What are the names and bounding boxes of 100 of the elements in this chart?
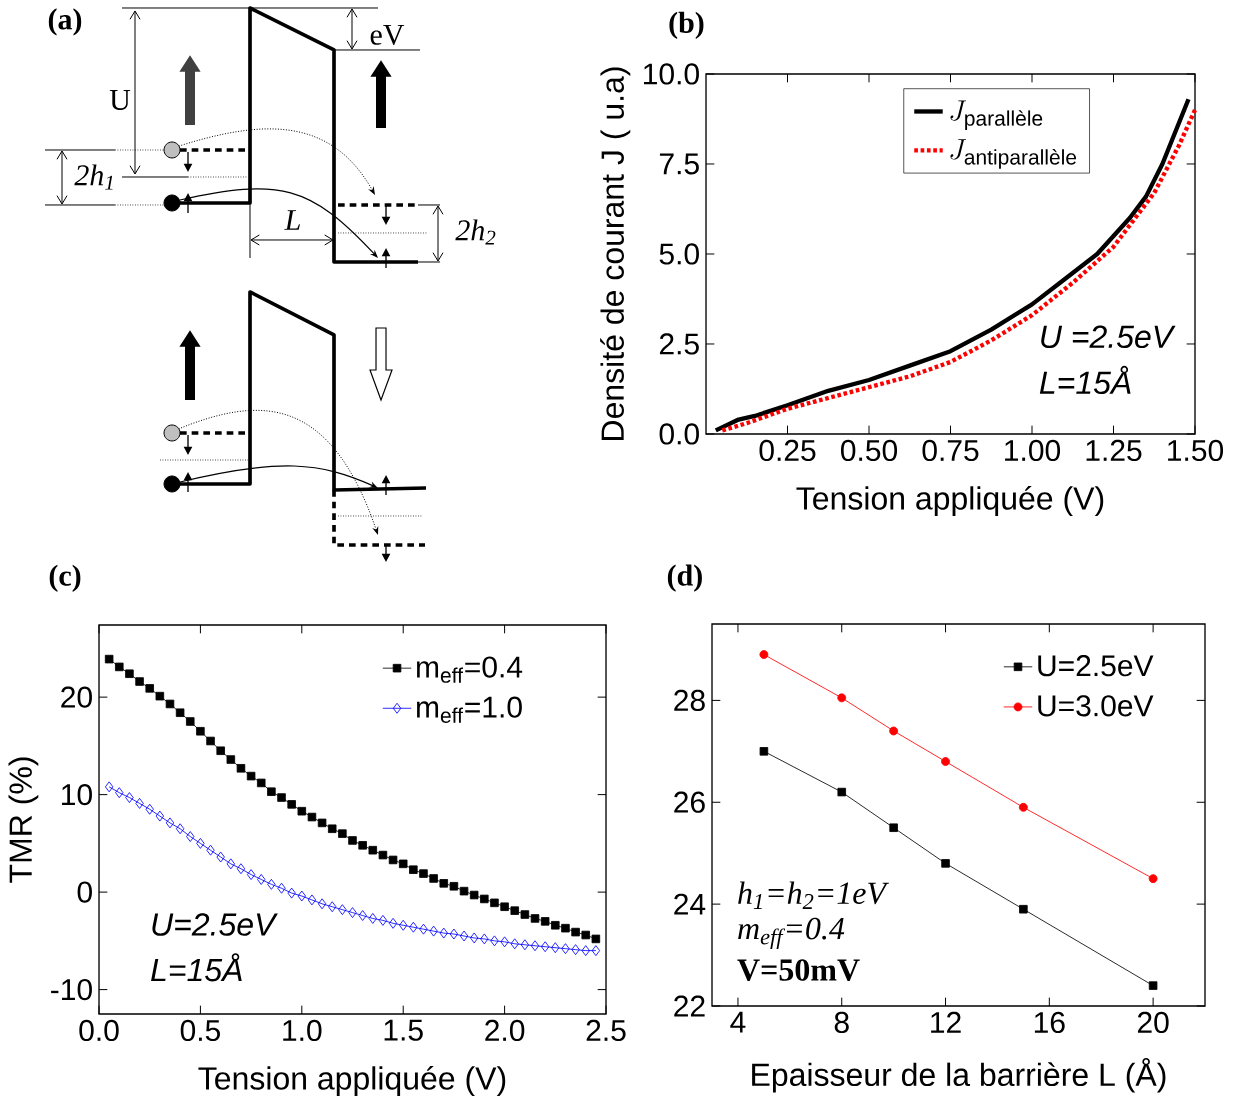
legend-label: m$_{eff}$=1.0 — [417, 696, 522, 723]
point — [540, 917, 550, 926]
point — [358, 910, 367, 921]
point — [1148, 874, 1158, 884]
annotation: V=50mV — [737, 959, 860, 981]
point — [226, 755, 236, 764]
point — [429, 925, 438, 937]
point — [317, 818, 327, 828]
x-tick-label: 2.0 — [485, 1019, 525, 1042]
point — [307, 894, 317, 906]
point — [459, 886, 469, 896]
point — [398, 859, 408, 869]
legend-label: $J_{\text{antiparallèle}}$ — [950, 139, 1077, 169]
point — [520, 939, 530, 951]
point — [399, 919, 408, 931]
y-tick-label: 20 — [61, 686, 92, 708]
point — [419, 869, 428, 878]
point — [388, 917, 398, 929]
point — [837, 693, 847, 703]
y-tick-label: 0.0 — [659, 423, 699, 445]
point — [125, 792, 134, 803]
x-tick-label: 16 — [1034, 1011, 1065, 1034]
point — [837, 787, 846, 797]
x-tick-label: 1.25 — [1086, 439, 1142, 462]
annotation: m$_{eff}$=0.4 — [738, 917, 845, 950]
point — [889, 726, 899, 736]
annotation: L=15Å — [151, 953, 242, 982]
annotation: U=2.5eV — [152, 913, 278, 936]
point — [155, 810, 165, 822]
point — [165, 699, 175, 709]
point — [1019, 904, 1028, 914]
point — [459, 930, 469, 942]
point — [145, 803, 154, 815]
annotation: L=15Å — [1039, 365, 1131, 395]
point — [186, 717, 195, 726]
point — [104, 781, 114, 793]
point — [480, 933, 489, 945]
y-tick-label: 10 — [62, 783, 92, 806]
point — [941, 757, 950, 766]
x-axis-title: Epaisseur de la barrière L (Å) — [752, 1057, 1166, 1093]
point — [378, 850, 388, 860]
point — [104, 654, 114, 664]
x-tick-label: 2.5 — [586, 1019, 626, 1042]
point — [581, 945, 590, 957]
text: 2h$_{2}$ — [455, 219, 496, 245]
chart-title: (d) — [667, 564, 702, 592]
x-tick-label: 0.0 — [79, 1019, 119, 1042]
point — [246, 771, 256, 781]
point — [591, 945, 601, 957]
y-tick-label: 5.0 — [659, 243, 699, 265]
y-tick-label: 10.0 — [644, 63, 699, 85]
point — [530, 914, 540, 923]
point — [520, 910, 530, 919]
x-tick-label: 1.50 — [1168, 439, 1224, 462]
text: eV — [370, 24, 405, 46]
point — [317, 898, 327, 910]
y-axis-title: Densité de courant J ( u.a) — [600, 67, 631, 440]
point — [358, 841, 367, 850]
point — [510, 938, 519, 950]
y-tick-label: 26 — [674, 791, 705, 813]
text: 2h$_{1}$ — [74, 164, 113, 190]
point — [145, 684, 154, 693]
x-tick-label: 1.0 — [283, 1019, 322, 1042]
point — [378, 914, 388, 926]
x-tick-label: 1.5 — [384, 1019, 423, 1041]
point — [297, 890, 306, 902]
point — [561, 943, 570, 955]
point — [287, 887, 296, 899]
point — [490, 935, 499, 947]
point — [135, 677, 144, 686]
text: U — [109, 90, 131, 110]
point — [889, 823, 898, 832]
x-tick-label: 20 — [1137, 1011, 1169, 1034]
y-tick-label: -10 — [51, 978, 92, 1001]
x-tick-label: 0.5 — [180, 1019, 220, 1042]
point — [561, 923, 570, 933]
point — [257, 874, 266, 885]
y-tick-label: 2.5 — [659, 333, 699, 355]
x-tick-label: 8 — [834, 1011, 849, 1034]
x-tick-label: 1.00 — [1005, 439, 1061, 462]
text: L — [284, 210, 300, 230]
x-axis-title: Tension appliquée (V) — [198, 1065, 506, 1097]
point — [175, 708, 185, 717]
point — [368, 845, 378, 855]
legend-label: m$_{eff}$=0.4 — [417, 656, 523, 683]
point — [236, 863, 246, 875]
x-tick-label: 12 — [931, 1011, 961, 1033]
point — [591, 934, 601, 944]
point — [277, 793, 286, 802]
point — [500, 902, 509, 911]
legend-label: U=3.0eV — [1038, 695, 1154, 717]
point — [327, 824, 337, 833]
y-tick-label: 24 — [674, 893, 706, 915]
point — [571, 927, 580, 937]
y-axis-title: TMR (%) — [8, 757, 39, 883]
y-tick-label: 0 — [77, 881, 92, 903]
point — [277, 882, 286, 894]
point — [530, 940, 540, 952]
point — [1018, 802, 1028, 812]
x-tick-label: 0.75 — [922, 439, 979, 462]
